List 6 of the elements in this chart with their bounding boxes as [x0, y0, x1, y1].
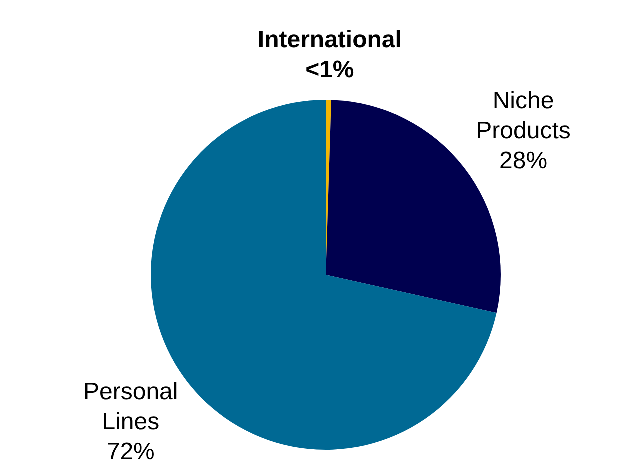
slice-label: Personal Lines: [84, 378, 178, 436]
slice-label: Niche Products: [476, 87, 571, 144]
data-label: <1%: [306, 56, 354, 84]
slice-label: International: [258, 26, 402, 54]
data-label: 28%: [500, 147, 548, 174]
data-label: 72%: [106, 438, 155, 461]
